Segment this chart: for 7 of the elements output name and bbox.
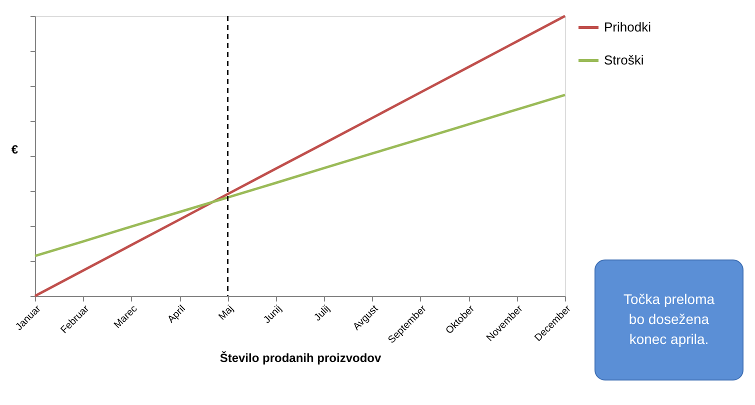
x-tick-label: Maj [216,304,236,323]
y-axis-title: € [11,142,18,156]
x-tick-label: Julij [312,304,332,324]
x-axis-title: Število prodanih proizvodov [220,351,382,366]
legend-label: Stroški [604,52,644,68]
legend-label: Prihodki [604,20,652,34]
text: Točka preloma bo dosežena konec aprila. [623,291,715,347]
